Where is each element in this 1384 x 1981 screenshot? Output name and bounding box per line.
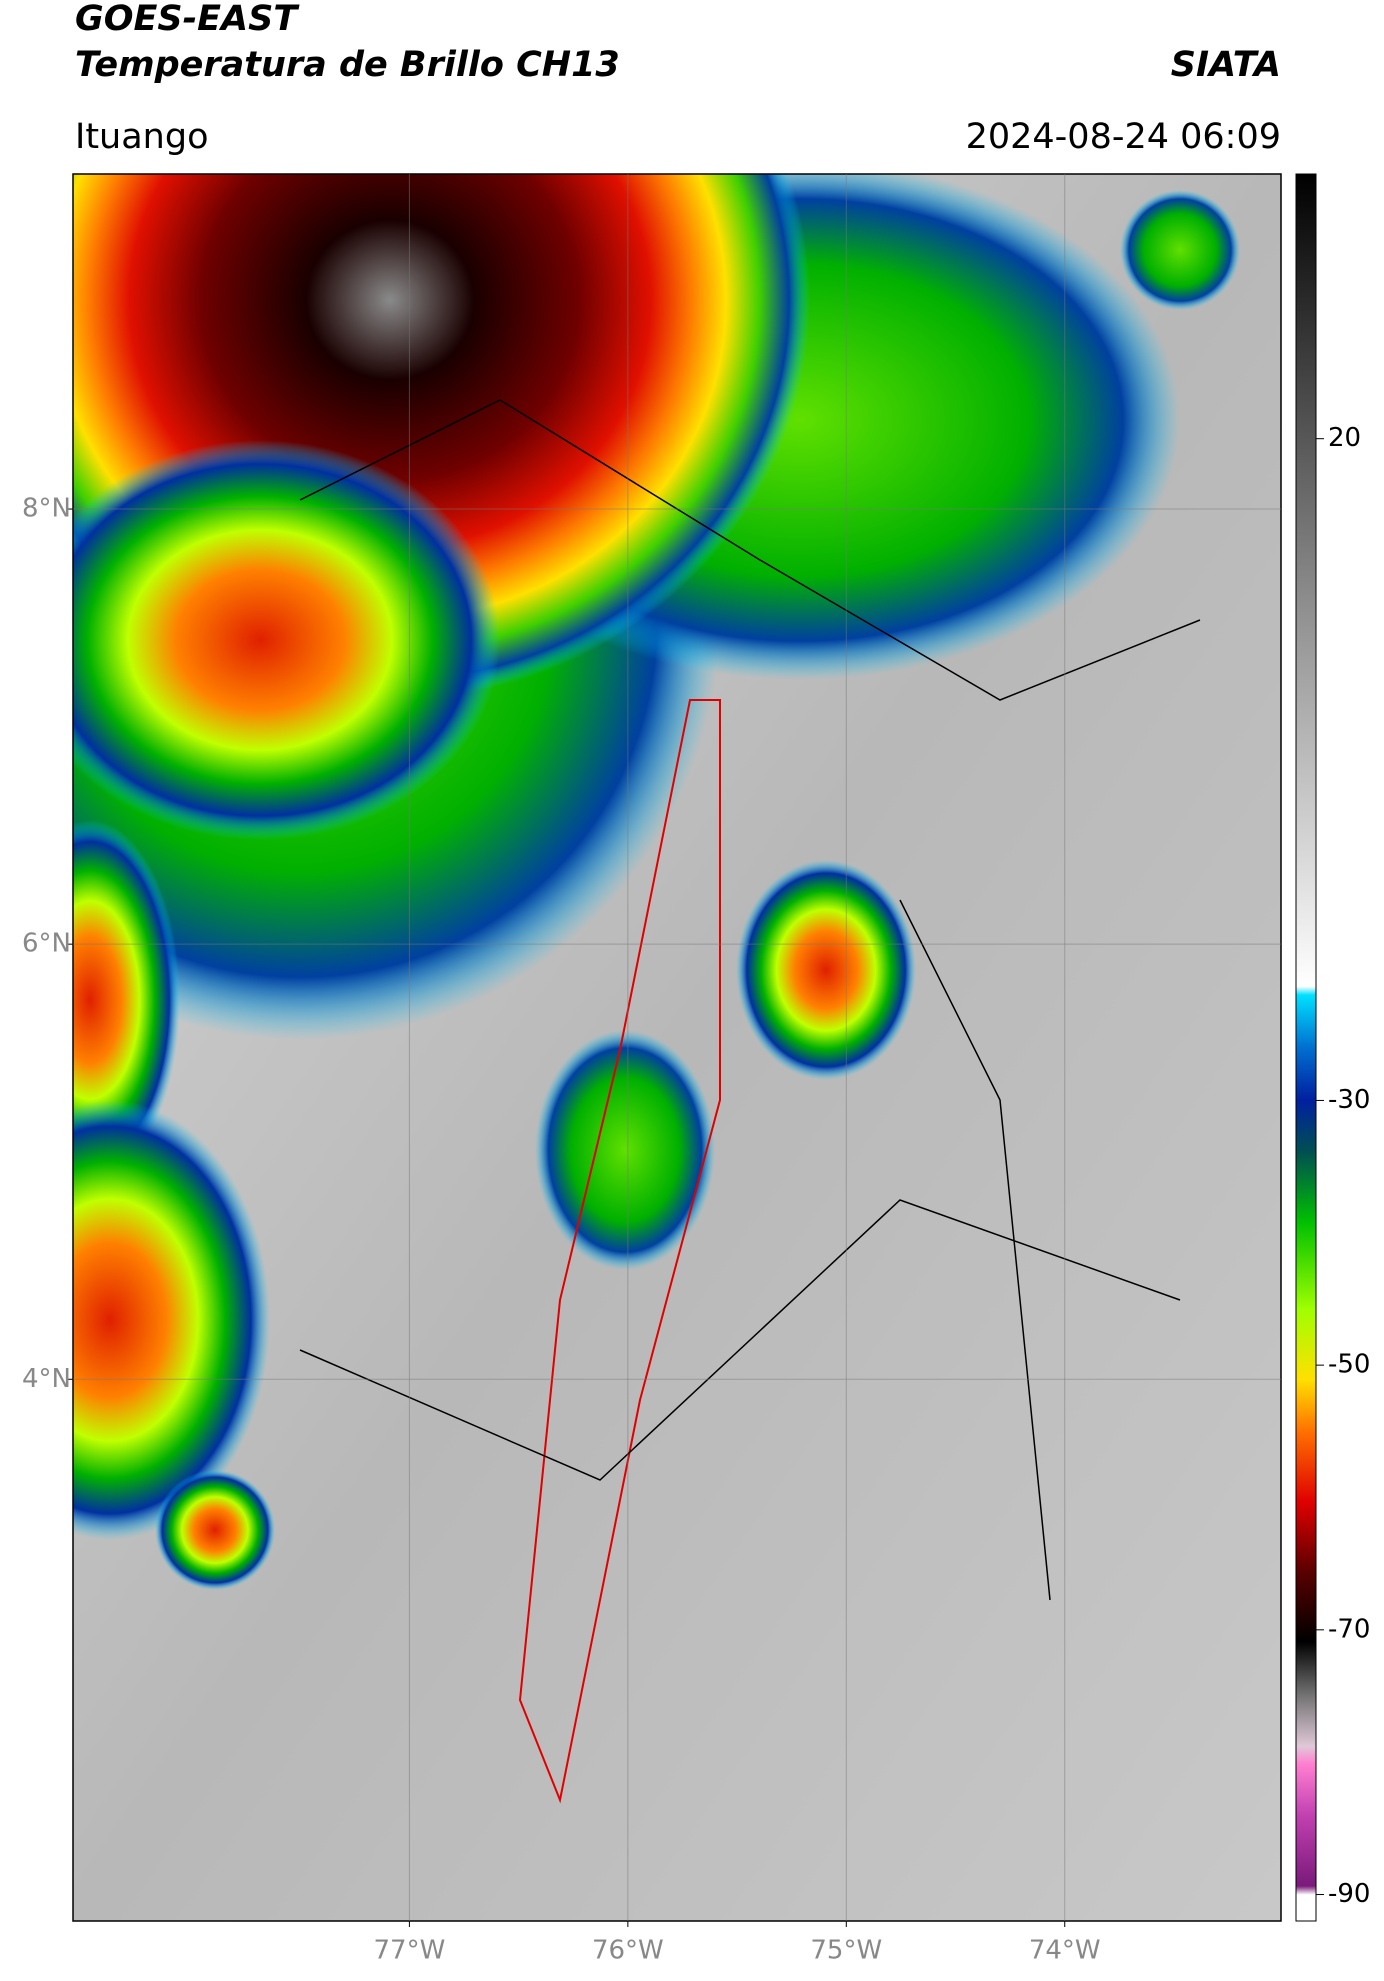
colorbar-tick-label: -90 xyxy=(1328,1879,1370,1909)
subtitle: Temperatura de Brillo CH13 xyxy=(75,45,620,85)
lat-tick-label: 8°N xyxy=(22,494,71,524)
map-frame xyxy=(72,173,1282,1922)
title: GOES-EAST xyxy=(75,0,300,39)
colorbar xyxy=(1295,173,1317,1922)
lon-tick-label: 76°W xyxy=(592,1936,664,1966)
colorbar-tick-label: -70 xyxy=(1328,1614,1370,1644)
satellite-image xyxy=(73,174,1281,1921)
colorbar-tick-label: 20 xyxy=(1328,423,1361,453)
lon-tick-label: 77°W xyxy=(374,1936,446,1966)
datetime: 2024-08-24 06:09 xyxy=(966,117,1281,157)
lat-tick-label: 4°N xyxy=(22,1364,71,1394)
source: SIATA xyxy=(1171,45,1281,85)
lon-tick-label: 74°W xyxy=(1029,1936,1101,1966)
lat-tick-label: 6°N xyxy=(22,929,71,959)
lon-tick-label: 75°W xyxy=(810,1936,882,1966)
colorbar-tick-label: -50 xyxy=(1328,1350,1370,1380)
location: Ituango xyxy=(75,117,209,157)
colorbar-tick-label: -30 xyxy=(1328,1085,1370,1115)
